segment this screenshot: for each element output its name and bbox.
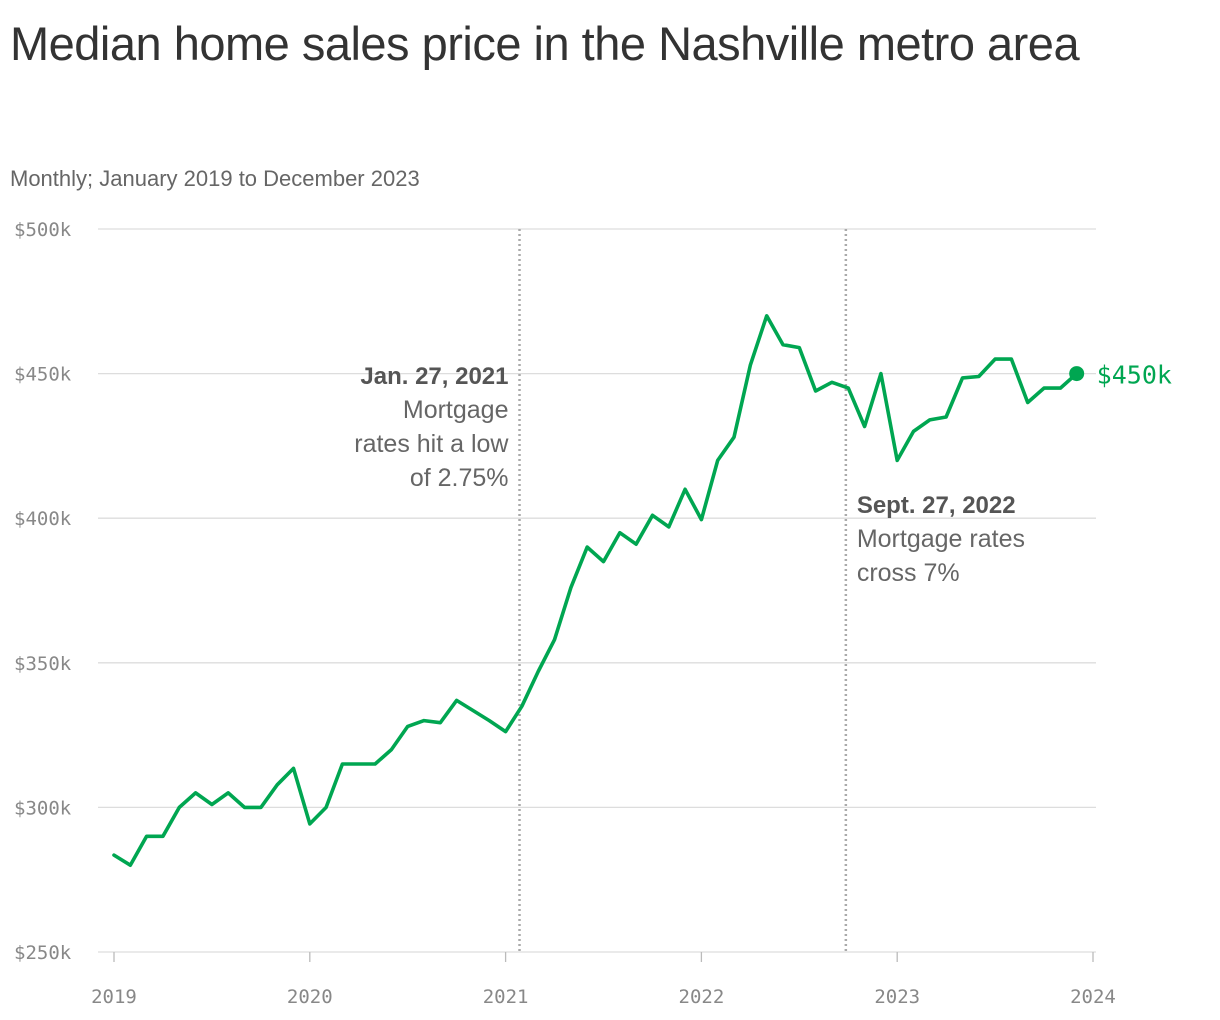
data-point — [650, 513, 654, 517]
end-value-label: $450k — [1097, 361, 1172, 390]
data-point — [585, 545, 589, 549]
data-point — [765, 314, 769, 318]
annotation-title: Sept. 27, 2022 — [857, 492, 1016, 519]
data-point — [406, 724, 410, 728]
y-axis: $250k $300k $350k $400k $450k $500k — [14, 219, 72, 964]
annotation-text: rates hit a low — [354, 430, 509, 458]
y-tick-label: $300k — [14, 797, 72, 819]
y-tick-label: $450k — [14, 364, 72, 386]
data-point — [210, 803, 214, 807]
end-point-marker — [1069, 366, 1085, 382]
x-tick-label: 2021 — [483, 986, 529, 1008]
data-point — [716, 458, 720, 462]
annotation-text: cross 7% — [857, 559, 960, 587]
series: $450k — [112, 314, 1172, 867]
x-tick-label: 2020 — [287, 986, 333, 1008]
data-point — [422, 719, 426, 723]
data-point — [993, 357, 997, 361]
data-point — [177, 805, 181, 809]
x-tick-label: 2019 — [91, 986, 137, 1008]
data-point — [243, 805, 247, 809]
data-point — [161, 834, 165, 838]
data-point — [569, 586, 573, 590]
data-point — [308, 822, 312, 826]
series-line — [112, 314, 1079, 867]
data-point — [471, 709, 475, 713]
chart-subtitle: Monthly; January 2019 to December 2023 — [10, 166, 420, 191]
data-point — [324, 805, 328, 809]
data-point — [683, 487, 687, 491]
data-point — [634, 542, 638, 546]
data-point — [1058, 386, 1062, 390]
data-point — [879, 372, 883, 376]
x-axis: 2019 2020 2021 2022 2023 2024 — [91, 952, 1116, 1008]
data-point — [699, 518, 703, 522]
annotation-text: of 2.75% — [410, 464, 509, 492]
x-tick-label: 2023 — [874, 986, 920, 1008]
x-tick-label: 2022 — [679, 986, 725, 1008]
data-point — [928, 418, 932, 422]
data-point — [389, 748, 393, 752]
data-point — [912, 429, 916, 433]
data-point — [1042, 386, 1046, 390]
data-point — [275, 783, 279, 787]
data-point — [455, 698, 459, 702]
data-point — [128, 863, 132, 867]
y-tick-label: $400k — [14, 508, 72, 530]
data-point — [504, 730, 508, 734]
data-point — [226, 791, 230, 795]
data-point — [960, 376, 964, 380]
y-tick-label: $250k — [14, 942, 72, 964]
data-point — [145, 834, 149, 838]
data-point — [895, 458, 899, 462]
data-point — [846, 386, 850, 390]
annotation-title: Jan. 27, 2021 — [360, 363, 508, 390]
y-tick-label: $500k — [14, 219, 72, 241]
event-markers — [518, 229, 848, 952]
data-point — [944, 415, 948, 419]
data-point — [748, 363, 752, 367]
data-point — [553, 638, 557, 642]
annotations: Jan. 27, 2021 Mortgage rates hit a low of 2… — [354, 363, 1025, 587]
data-point — [797, 346, 801, 350]
data-point — [291, 766, 295, 770]
y-tick-label: $350k — [14, 653, 72, 675]
data-point — [487, 719, 491, 723]
data-point — [977, 374, 981, 378]
data-point — [112, 853, 116, 857]
data-point — [438, 721, 442, 725]
data-point — [373, 762, 377, 766]
annotation-text: Mortgage rates — [857, 525, 1025, 553]
data-point — [830, 380, 834, 384]
chart-title: Median home sales price in the Nashville… — [10, 17, 1080, 70]
data-point — [814, 389, 818, 393]
data-point — [618, 531, 622, 535]
gridlines — [98, 228, 1096, 953]
data-point — [602, 560, 606, 564]
annotation-text: Mortgage — [403, 396, 509, 424]
data-point — [667, 525, 671, 529]
data-point — [194, 791, 198, 795]
x-tick-label: 2024 — [1070, 986, 1116, 1008]
data-point — [781, 343, 785, 347]
data-point — [357, 762, 361, 766]
data-point — [1009, 357, 1013, 361]
data-point — [863, 425, 867, 429]
data-point — [340, 762, 344, 766]
data-point — [536, 669, 540, 673]
data-point — [1026, 401, 1030, 405]
data-point — [259, 805, 263, 809]
data-point — [732, 435, 736, 439]
data-point — [520, 704, 524, 708]
